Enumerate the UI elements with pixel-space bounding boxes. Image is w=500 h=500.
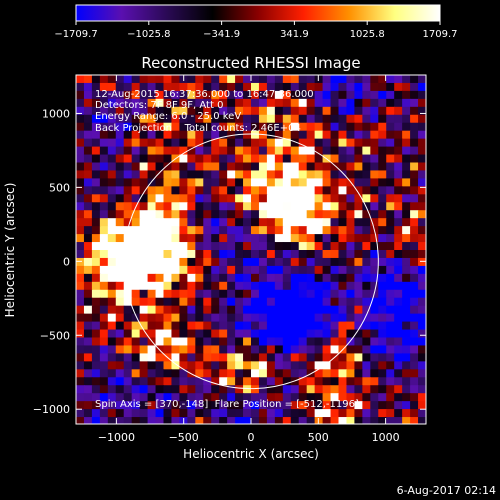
x-tick-label: 0: [248, 431, 255, 444]
annotation-method-counts: Back Projection Total counts: 2.46E+04: [95, 123, 301, 134]
annotation-spin-flare: Spin Axis = [370,-148] Flare Position = …: [95, 399, 359, 410]
y-tick-label: −1000: [33, 403, 70, 416]
solar-limb-circle: [123, 133, 379, 390]
x-axis-label: Heliocentric X (arcsec): [183, 447, 319, 461]
y-axis-label: Heliocentric Y (arcsec): [3, 183, 17, 318]
annotation-time-range: 12-Aug-2015 16:37:36.000 to 16:47:36.000: [95, 89, 314, 100]
x-tick-label: −500: [169, 431, 199, 444]
colorbar-tick-label: −341.9: [203, 29, 240, 40]
y-tick-label: 500: [49, 181, 70, 194]
x-tick-label: 1000: [372, 431, 400, 444]
annotations: 12-Aug-2015 16:37:36.000 to 16:47:36.000…: [95, 89, 359, 410]
y-tick-label: 0: [63, 255, 70, 268]
colorbar-ticks: −1709.7 −1025.8 −341.9 341.9 1025.8 1709.7: [54, 21, 458, 40]
x-tick-label: 500: [308, 431, 329, 444]
colorbar-tick-label: 341.9: [280, 29, 309, 40]
x-axis: −1000 −500 0 500 1000: [98, 75, 400, 444]
colorbar-tick-label: 1709.7: [423, 29, 458, 40]
x-tick-label: −1000: [98, 431, 135, 444]
heatmap-image: [76, 75, 426, 424]
y-tick-label: 1000: [42, 107, 70, 120]
annotation-detectors: Detectors: 7F 8F 9F, Att 0: [95, 100, 223, 111]
chart-title: Reconstructed RHESSI Image: [141, 54, 360, 72]
y-axis: −1000 −500 0 500 1000: [33, 107, 426, 416]
plot-area: −1000 −500 0 500 1000 −1000 −500 0 500 1000: [33, 74, 427, 444]
colorbar-tick-label: 1025.8: [350, 29, 385, 40]
colorbar-strip: [75, 4, 441, 22]
footer-timestamp: 6-Aug-2017 02:14: [397, 484, 496, 497]
colorbar-tick-label: −1025.8: [127, 29, 170, 40]
y-tick-label: −500: [40, 329, 70, 342]
colorbar: −1709.7 −1025.8 −341.9 341.9 1025.8 1709.7: [54, 4, 458, 40]
colorbar-tick-label: −1709.7: [54, 29, 97, 40]
annotation-energy-range: Energy Range: 6.0 - 25.0 keV: [95, 111, 241, 122]
